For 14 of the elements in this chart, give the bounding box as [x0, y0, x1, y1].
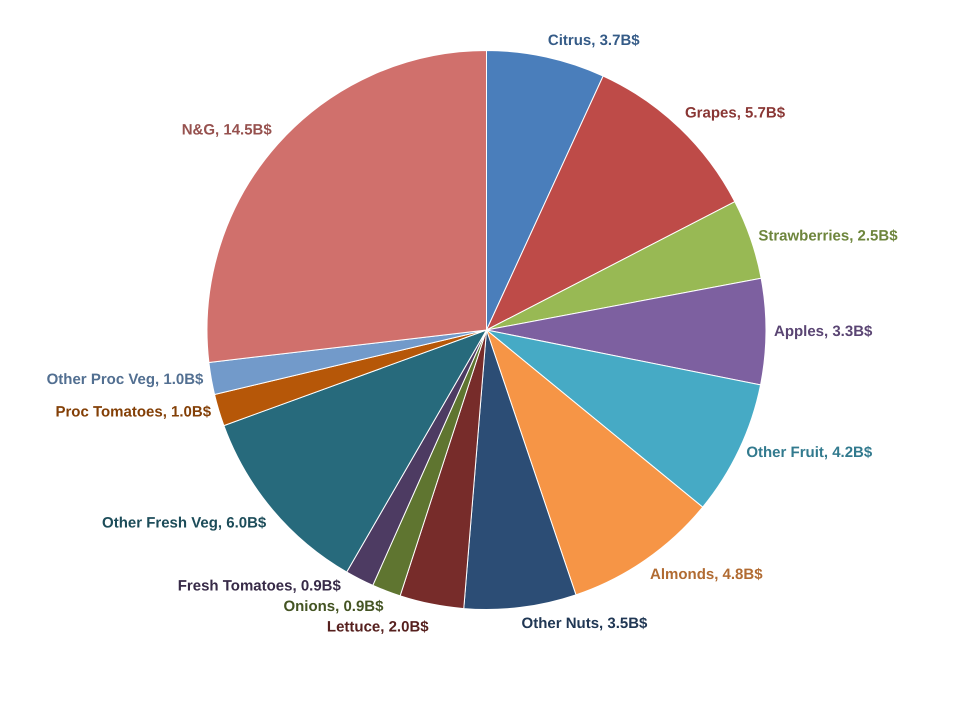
slice-label: Other Nuts, 3.5B$ — [522, 615, 648, 632]
slice-label: Other Proc Veg, 1.0B$ — [46, 371, 204, 388]
slice-label: Citrus, 3.7B$ — [548, 32, 640, 49]
slice-label: Almonds, 4.8B$ — [650, 566, 764, 584]
slice-label: Apples, 3.3B$ — [774, 322, 874, 340]
slice-label: Lettuce, 2.0B$ — [326, 618, 430, 636]
slice-label: Grapes, 5.7B$ — [685, 104, 786, 122]
slice-label: Other Fruit, 4.2B$ — [746, 444, 873, 462]
slice-label: Other Fresh Veg, 6.0B$ — [102, 514, 267, 532]
slice-label: Proc Tomatoes, 1.0B$ — [55, 404, 212, 421]
slice-label: Strawberries, 2.5B$ — [758, 228, 898, 245]
slice-label: N&G, 14.5B$ — [182, 122, 272, 139]
slice-label: Onions, 0.9B$ — [283, 598, 384, 616]
slice-label: Fresh Tomatoes, 0.9B$ — [178, 578, 342, 595]
